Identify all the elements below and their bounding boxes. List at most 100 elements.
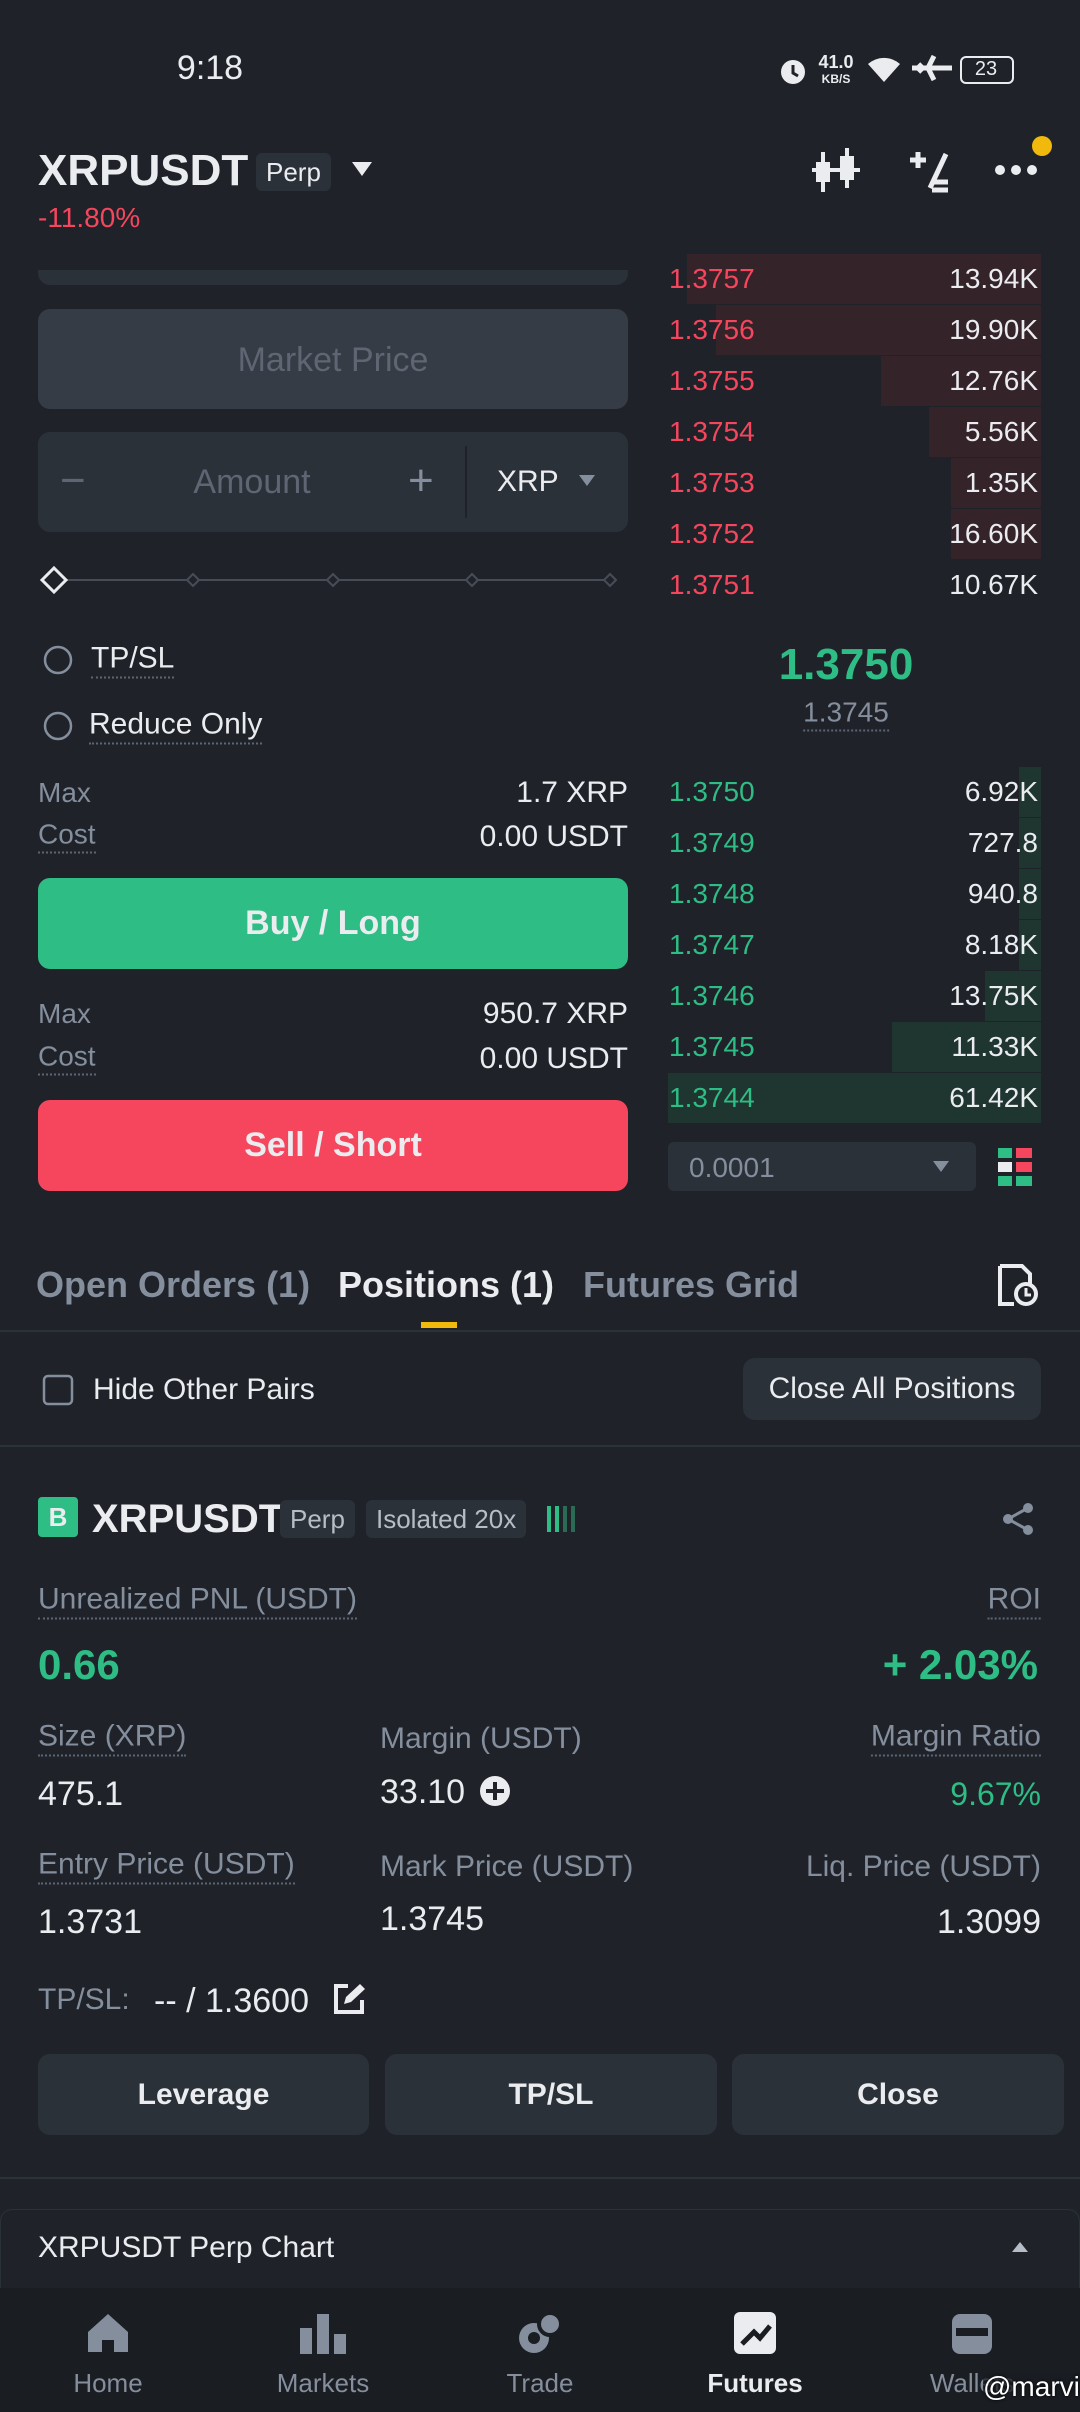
slider[interactable] — [36, 560, 636, 600]
tab-active[interactable]: Positions (1) — [338, 1264, 555, 1305]
depth-bar — [1018, 818, 1041, 868]
expand-arrow[interactable] — [1010, 2240, 1030, 2254]
mark-price: 1.3745 — [803, 698, 889, 732]
more-icon[interactable] — [994, 134, 1054, 184]
minus[interactable]: − — [60, 456, 86, 505]
time: 9:18 — [176, 49, 244, 87]
futures-icon[interactable] — [732, 2310, 778, 2356]
book-amount: 6.92K — [964, 776, 1038, 807]
book-price: 1.3745 — [669, 1031, 755, 1062]
book-price: 1.3753 — [669, 467, 755, 498]
book-price: 1.3748 — [669, 878, 755, 909]
calculator-icon[interactable] — [904, 148, 950, 194]
size-value: 475.1 — [38, 1775, 124, 1813]
position-symbol: XRPUSDT — [92, 1497, 284, 1541]
plus[interactable]: + — [408, 456, 434, 505]
nav-label[interactable]: Trade — [506, 2368, 574, 2398]
book-price: 1.3752 — [669, 518, 755, 549]
home-icon[interactable] — [86, 2312, 130, 2354]
precision-arrow[interactable] — [932, 1160, 950, 1174]
book-amount: 19.90K — [949, 314, 1038, 345]
share-icon[interactable] — [1002, 1502, 1036, 1536]
amount-input[interactable] — [38, 432, 628, 532]
amount-unit[interactable]: XRP — [497, 465, 559, 498]
book-amount: 727.8 — [967, 827, 1038, 858]
trade-icon[interactable] — [516, 2310, 564, 2356]
chart-icon[interactable] — [812, 148, 860, 192]
battery-level: 23 — [974, 58, 998, 80]
book-price: 1.3755 — [669, 365, 755, 396]
mark-value: 1.3745 — [380, 1900, 484, 1938]
chart-bar-title[interactable]: XRPUSDT Perp Chart — [38, 2231, 335, 2264]
book-price: 1.3757 — [669, 263, 755, 294]
margin-value: 33.10 — [380, 1773, 466, 1811]
book-amount: 13.94K — [949, 263, 1038, 294]
sell-max-value: 950.7 XRP — [482, 997, 628, 1030]
risk-bars — [547, 1506, 575, 1532]
margin-ratio-label: Margin Ratio — [870, 1721, 1041, 1757]
book-price: 1.3749 — [669, 827, 755, 858]
price-input — [38, 309, 628, 409]
reduce-only-option[interactable]: Reduce Only — [89, 709, 263, 745]
symbol[interactable]: XRPUSDT — [38, 146, 249, 195]
book-amount: 10.67K — [949, 569, 1038, 600]
book-amount: 8.18K — [964, 929, 1038, 960]
nav-label-active[interactable]: Futures — [707, 2368, 803, 2398]
sell-button[interactable]: Sell / Short — [38, 1100, 628, 1191]
tpsl-button[interactable]: TP/SL — [385, 2054, 717, 2135]
pnl-value: 0.66 — [38, 1641, 120, 1688]
book-amount: 12.76K — [949, 365, 1038, 396]
history-icon[interactable] — [996, 1262, 1038, 1308]
unit-arrow[interactable] — [578, 474, 596, 488]
depth-bar — [951, 458, 1041, 508]
leverage-button[interactable]: Leverage — [38, 2054, 369, 2135]
depth-bar — [686, 254, 1041, 304]
liq-value: 1.3099 — [937, 1903, 1041, 1941]
depth-bar — [1018, 767, 1041, 817]
tpsl-option[interactable]: TP/SL — [91, 643, 175, 679]
wallets-icon[interactable] — [950, 2312, 994, 2354]
book-layout-icon[interactable] — [998, 1148, 1034, 1186]
edit-icon[interactable] — [332, 1982, 366, 2016]
add-margin-icon[interactable] — [478, 1774, 512, 1808]
book-amount: 1.35K — [964, 467, 1038, 498]
pnl-label: Unrealized PNL (USDT) — [38, 1584, 357, 1620]
tpsl-radio[interactable] — [42, 644, 74, 676]
battery — [960, 56, 1014, 84]
precision-select[interactable] — [668, 1142, 976, 1191]
buy-cost-label: Cost — [38, 820, 96, 854]
hide-other-pairs[interactable]: Hide Other Pairs — [93, 1373, 315, 1406]
tab[interactable]: Futures Grid — [583, 1264, 800, 1305]
hide-pairs-checkbox[interactable] — [42, 1374, 74, 1406]
buy-max-value: 1.7 XRP — [516, 776, 628, 809]
amount-placeholder: Amount — [193, 463, 311, 501]
precision[interactable]: 0.0001 — [689, 1152, 775, 1183]
close-all-button[interactable]: Close All Positions — [743, 1358, 1041, 1420]
price-placeholder: Market Price — [237, 341, 429, 379]
tab[interactable]: Open Orders (1) — [36, 1264, 311, 1305]
entry-label: Entry Price (USDT) — [38, 1849, 295, 1885]
book-amount: 13.75K — [949, 980, 1038, 1011]
net-speed: 41.0 — [818, 52, 854, 72]
depth-bar — [985, 971, 1041, 1021]
depth-bar — [929, 407, 1041, 457]
markets-icon[interactable] — [300, 2312, 346, 2354]
reduce-only-radio[interactable] — [42, 710, 74, 742]
net-unit: KB/S — [821, 72, 851, 86]
roi-value: + 2.03% — [882, 1641, 1038, 1688]
nav-label[interactable]: Markets — [276, 2368, 370, 2398]
buy-button[interactable]: Buy / Long — [38, 878, 628, 969]
margin-ratio-value: 9.67% — [950, 1776, 1041, 1812]
book-price: 1.3750 — [669, 776, 755, 807]
depth-bar — [716, 305, 1041, 355]
dropdown-arrow[interactable] — [350, 160, 374, 178]
sell-cost-value: 0.00 USDT — [479, 1042, 628, 1075]
close-button[interactable]: Close — [732, 2054, 1064, 2135]
tpsl-value: -- / 1.3600 — [154, 1982, 309, 2020]
liq-label: Liq. Price (USDT) — [805, 1850, 1041, 1883]
depth-bar — [951, 509, 1041, 559]
book-amount: 940.8 — [967, 878, 1038, 909]
book-price: 1.3751 — [669, 569, 755, 600]
nav-label[interactable]: Home — [73, 2368, 143, 2398]
book-price: 1.3756 — [669, 314, 755, 345]
